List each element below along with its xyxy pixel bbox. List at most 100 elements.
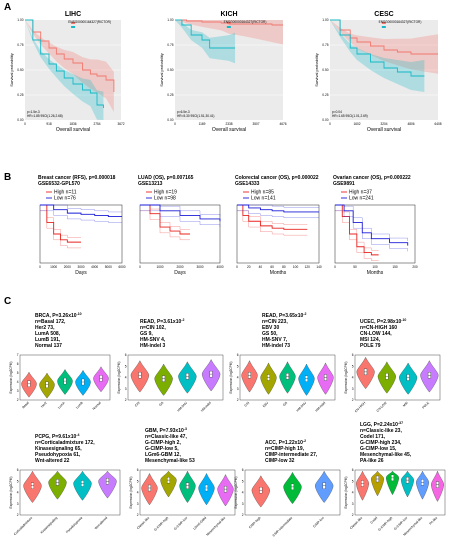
- group-counts: CN-LOW 144,: [360, 331, 392, 337]
- x-tick-label: 40: [259, 265, 263, 269]
- legend-low: Low n=76: [54, 196, 76, 202]
- y-axis-label: Expression (log2CPM): [129, 477, 133, 509]
- subplot-title: BRCA, P=3.26x10-10: [35, 312, 82, 319]
- x-tick-label: EBV: [262, 400, 270, 408]
- y-tick-label: 0.75: [167, 43, 173, 47]
- group-counts: PA-like 26: [360, 458, 384, 464]
- legend-swatch: [381, 26, 386, 28]
- subplot-title: ACC, P=1.22x10-2: [265, 439, 306, 446]
- group-counts: HM-SNV 7,: [262, 337, 288, 343]
- x-tick-label: G-CIMP-low: [173, 515, 189, 531]
- ci-curve: [335, 210, 408, 252]
- y-tick-label: 3: [242, 502, 244, 506]
- x-tick-label: 0: [329, 122, 331, 126]
- group-counts: G-CIMP-high 2,: [145, 440, 181, 446]
- y-tick-label: 1.00: [322, 18, 328, 22]
- p-value: p=6.5e-3: [177, 110, 190, 114]
- violin: [386, 470, 399, 496]
- survival-curve: [330, 19, 425, 77]
- x-tick-label: 100: [293, 265, 299, 269]
- dataset-label: GSE9891: [333, 181, 355, 187]
- x-tick-label: Classic-like: [136, 516, 150, 530]
- y-tick-label: 3: [17, 502, 19, 506]
- y-tick-label: 5: [237, 364, 239, 368]
- y-tick-label: 1.00: [167, 18, 173, 22]
- x-tick-label: 3507: [252, 122, 259, 126]
- group-counts: n=Corticaladmixture 172,: [35, 440, 95, 446]
- subplot-title: LIHC: [65, 11, 81, 18]
- y-axis-label: Expression (log2CPM): [229, 362, 233, 394]
- x-tick-label: G-CIMP-high: [153, 516, 169, 532]
- x-tick-label: CIN: [134, 400, 141, 407]
- y-tick-label: 4: [137, 491, 139, 495]
- x-tick-label: HM-indel: [200, 401, 212, 413]
- hazard-ratio: HR=1.65 95CI(1.01,2.69): [332, 114, 368, 118]
- group-counts: GS 50,: [262, 331, 278, 337]
- group-counts: LumA 508,: [35, 331, 61, 337]
- y-tick-label: 0.50: [167, 68, 173, 72]
- x-tick-label: HM-indel: [314, 401, 326, 413]
- legend-low: Low n=241: [349, 196, 374, 202]
- legend-high: High n=37: [349, 190, 372, 196]
- y-axis-label: Expression (log2CPM): [9, 362, 13, 394]
- x-tick-label: 3000: [196, 265, 203, 269]
- y-axis-label: Expression (log2CPM): [117, 362, 121, 394]
- y-tick-label: 2: [17, 513, 19, 517]
- legend-high: High n=11: [54, 190, 77, 196]
- panel-label-b: B: [4, 172, 12, 183]
- group-counts: Kinasesignaling 65,: [35, 446, 82, 452]
- x-tick-label: Basal: [21, 401, 30, 410]
- plot-frame: [354, 469, 446, 516]
- x-tick-label: Wnt-altered: [94, 516, 109, 531]
- group-counts: n=CN-HIGH 160: [360, 325, 397, 331]
- x-tick-label: LumB: [75, 401, 84, 410]
- y-tick-label: 5: [17, 479, 19, 483]
- dataset-label: GSE13213: [138, 181, 163, 187]
- group-counts: HM-SNV 4,: [140, 337, 166, 343]
- x-tick-label: 80: [282, 265, 286, 269]
- y-axis-label: Expression (log2CPM): [344, 362, 348, 394]
- survival-curve: [40, 204, 81, 243]
- legend-high: High n=19: [154, 190, 177, 196]
- y-tick-label: 4: [237, 376, 239, 380]
- x-tick-label: 6000: [118, 265, 125, 269]
- x-tick-label: 4000: [91, 265, 98, 269]
- y-tick-label: 4: [352, 491, 354, 495]
- group-counts: n=CIN 102,: [140, 325, 166, 331]
- y-tick-label: 5: [352, 364, 354, 368]
- legend-swatch: [226, 22, 231, 24]
- group-counts: MSI 124,: [360, 337, 381, 343]
- x-tick-label: Kinasesignaling: [40, 516, 59, 535]
- y-tick-label: 0.25: [17, 93, 23, 97]
- x-tick-label: 0: [139, 265, 141, 269]
- survival-curve: [237, 204, 319, 213]
- dataset-label: GSE14333: [235, 181, 260, 187]
- y-tick-label: 4: [125, 376, 127, 380]
- y-tick-label: 5: [352, 479, 354, 483]
- ci-curve: [237, 210, 319, 218]
- x-tick-label: 4676: [279, 122, 286, 126]
- legend-swatch: [71, 22, 76, 24]
- y-tick-label: 0.25: [322, 93, 328, 97]
- hazard-ratio: HR=5.30 95CI(1.51,30.41): [177, 114, 214, 118]
- legend-title: ENSG00000164327(RICTOR): [379, 20, 422, 24]
- subplot-title: LGG, P=2.24x10-37: [360, 421, 403, 428]
- group-counts: Codel 171,: [360, 434, 386, 440]
- y-tick-label: 0.00: [17, 118, 23, 122]
- y-tick-label: 6: [237, 353, 239, 357]
- group-counts: HM-indel 3: [140, 343, 165, 349]
- ci-band: [175, 20, 236, 64]
- x-tick-label: 2000: [64, 265, 71, 269]
- x-tick-label: 1169: [199, 122, 206, 126]
- subplot-title: KICH: [220, 11, 237, 18]
- x-tick-label: 0: [334, 265, 336, 269]
- ci-band: [175, 20, 283, 45]
- x-tick-label: 50: [353, 265, 357, 269]
- x-tick-label: HM-SNV: [176, 400, 188, 412]
- y-tick-label: 3: [352, 387, 354, 391]
- x-tick-label: 5000: [105, 265, 112, 269]
- panel-label-a: A: [4, 2, 12, 13]
- hazard-ratio: HR=1.85 95CI(1.26,2.68): [27, 114, 63, 118]
- survival-curve: [140, 204, 190, 235]
